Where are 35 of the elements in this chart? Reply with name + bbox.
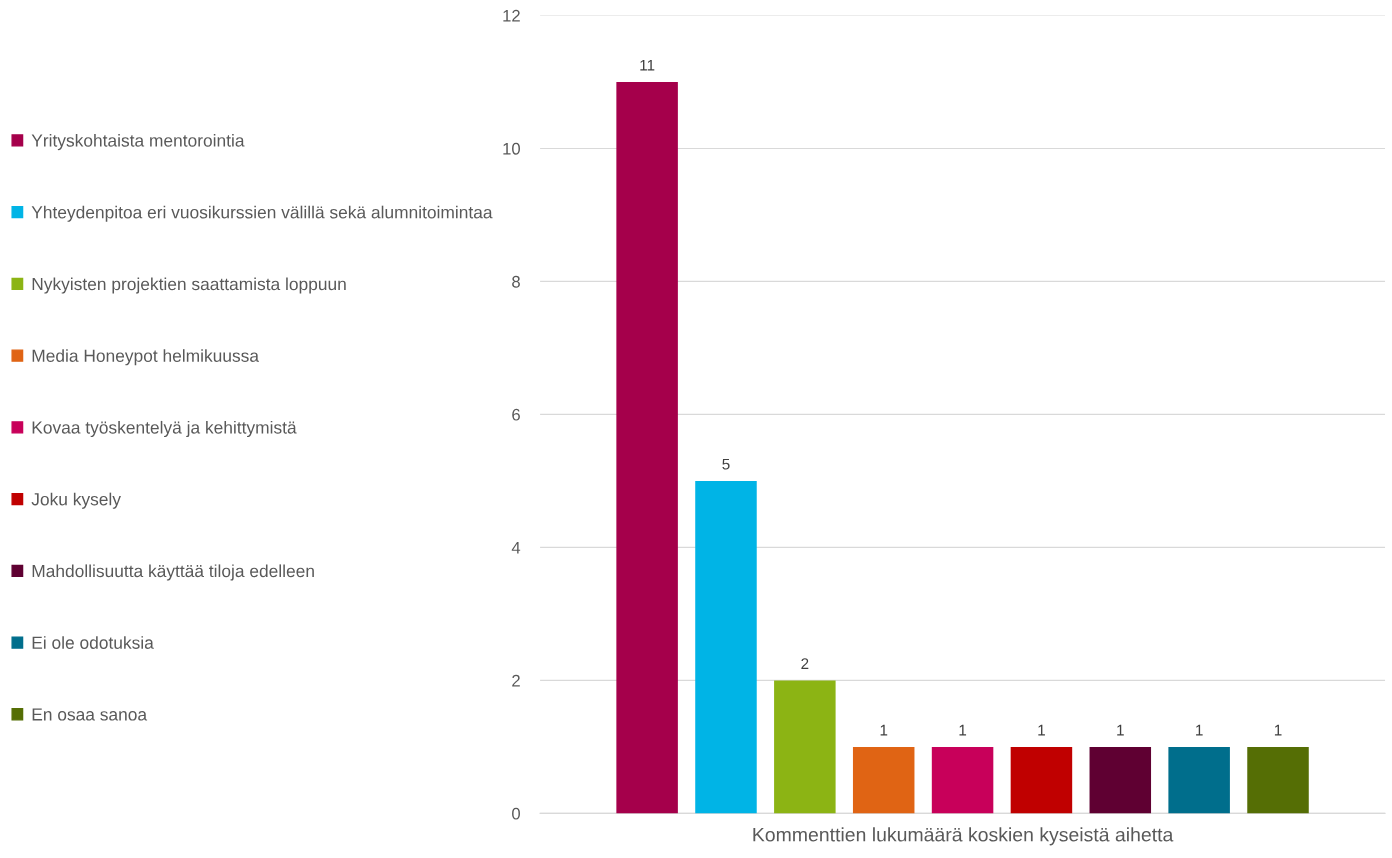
- y-tick-label: 2: [512, 674, 520, 687]
- legend-label: Kovaa työskentelyä ja kehittymistä: [32, 420, 297, 438]
- bar: [852, 746, 915, 814]
- data-label: 1: [959, 724, 967, 736]
- legend-label: Joku kysely: [31, 492, 121, 509]
- bar: [695, 480, 757, 814]
- y-tick-label: 4: [511, 541, 521, 554]
- data-label: 5: [722, 458, 730, 470]
- bar: [1247, 746, 1309, 814]
- legend-label: Yrityskohtaista mentorointia: [31, 133, 245, 151]
- bar: [931, 746, 994, 814]
- legend-label: En osaa sanoa: [32, 708, 148, 721]
- y-tick-label: 0: [512, 807, 520, 820]
- data-label: 1: [1274, 724, 1282, 736]
- data-label: 1: [1196, 724, 1203, 736]
- y-tick-label: 12: [503, 9, 520, 22]
- legend-label: Nykyisten projektien saattamista loppuun: [32, 277, 346, 294]
- legend-label: Mahdollisuutta käyttää tiloja edelleen: [32, 564, 314, 581]
- data-label: 1: [1038, 724, 1045, 736]
- data-label: 11: [640, 59, 655, 71]
- bar: [774, 680, 836, 814]
- x-tick-label: Kommenttien lukumäärä koskien kyseistä aihetta: [753, 827, 1174, 846]
- data-label: 1: [1117, 724, 1124, 736]
- legend-label: Media Honeypot helmikuussa: [32, 349, 259, 366]
- bar: [1168, 746, 1230, 814]
- legend-label: Ei ole odotuksia: [32, 636, 154, 649]
- y-tick-label: 8: [512, 275, 520, 288]
- bar: [616, 81, 678, 814]
- legend-label: Yhteydenpitoa eri vuosikurssien välillä sekä alumnitoimintaa: [31, 205, 493, 222]
- bar: [1089, 746, 1152, 814]
- y-tick-label: 10: [503, 142, 520, 155]
- bar: [1010, 746, 1073, 814]
- data-label: 2: [801, 658, 809, 669]
- y-tick-label: 6: [512, 408, 520, 421]
- data-label: 1: [880, 724, 888, 736]
